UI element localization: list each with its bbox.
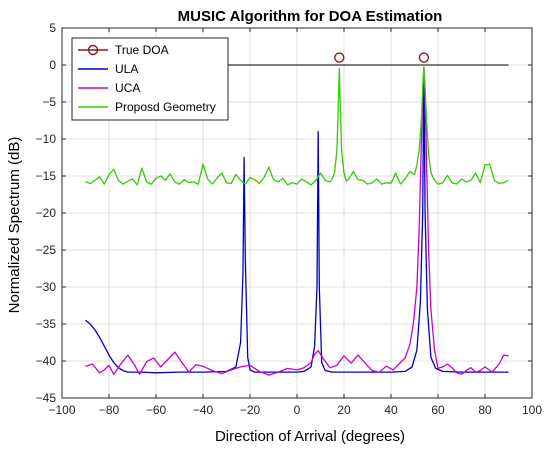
x-tick-label: −40 <box>193 403 214 417</box>
x-tick-labels: −100 −80 −60 −40 −20 0 20 40 60 80 100 <box>48 403 542 417</box>
y-tick-label: −15 <box>36 169 57 183</box>
y-tick-label: 5 <box>49 21 56 35</box>
x-tick-label: 60 <box>431 403 445 417</box>
true-doa-markers <box>334 52 430 63</box>
y-tick-label: −45 <box>36 391 57 405</box>
legend: True DOA ULA UCA Proposd Geometry <box>71 37 229 121</box>
legend-label: UCA <box>115 81 140 95</box>
x-axis-title: Direction of Arrival (degrees) <box>215 428 405 445</box>
y-tick-label: −20 <box>36 206 57 220</box>
y-tick-label: −10 <box>36 132 57 146</box>
x-tick-label: 100 <box>522 403 542 417</box>
marker-true-doa <box>334 52 345 63</box>
y-tick-label: −25 <box>36 243 57 257</box>
plot-frame <box>61 27 533 399</box>
legend-label: Proposd Geometry <box>115 100 216 114</box>
y-axis-title: Normalized Spectrum (dB) <box>6 137 23 314</box>
legend-label: True DOA <box>115 43 169 57</box>
series-lines <box>85 66 509 376</box>
series-line-uca <box>85 66 509 376</box>
y-tick-label: −30 <box>36 280 57 294</box>
legend-label: ULA <box>115 62 138 76</box>
y-tick-labels: 5 0 −5 −10 −15 −20 −25 −30 −35 −40 −45 <box>36 21 57 405</box>
x-tick-label: 40 <box>384 403 398 417</box>
y-tick-label: −5 <box>42 95 56 109</box>
x-tick-label: −60 <box>146 403 167 417</box>
y-tick-label: −35 <box>36 317 57 331</box>
x-tick-label: −80 <box>99 403 120 417</box>
series-line-ula <box>85 68 509 374</box>
chart-title: MUSIC Algorithm for DOA Estimation <box>178 8 443 25</box>
marker-true-doa <box>418 52 430 63</box>
legend-marker <box>87 44 99 56</box>
series-line-proposd-geometry <box>85 66 509 186</box>
y-tick-label: −40 <box>36 354 57 368</box>
x-tick-label: 0 <box>294 403 301 417</box>
y-tick-label: 0 <box>49 58 56 72</box>
x-tick-label: −100 <box>48 403 75 417</box>
x-tick-label: −20 <box>240 403 261 417</box>
x-tick-label: 80 <box>478 403 492 417</box>
x-tick-label: 20 <box>337 403 351 417</box>
